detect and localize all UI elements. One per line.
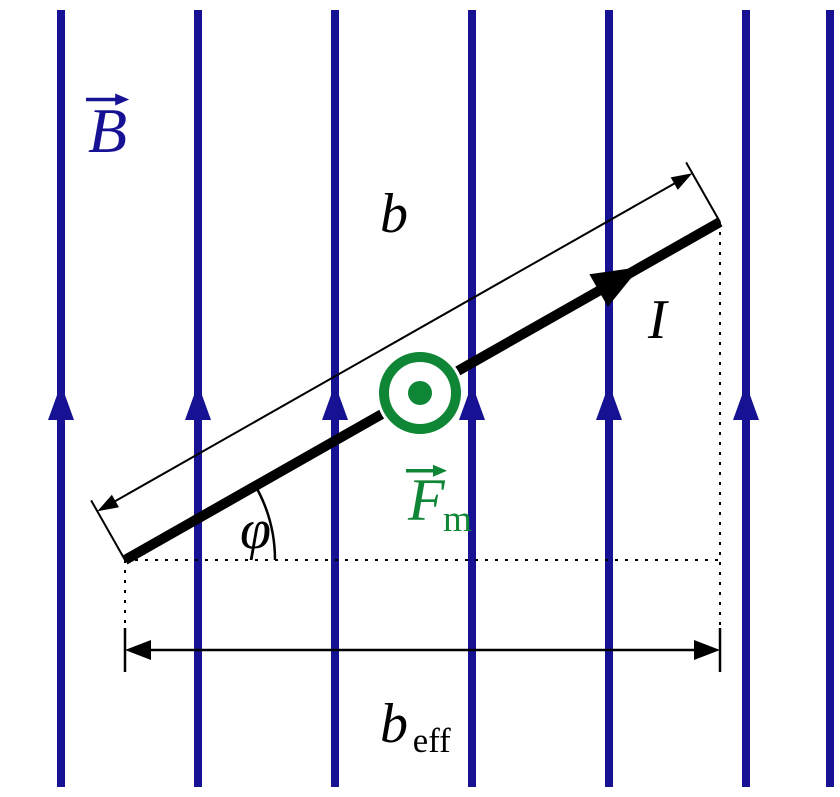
force-symbol-dot <box>408 381 432 405</box>
label-beff-text: b <box>380 693 408 755</box>
label-b-text: b <box>380 183 408 245</box>
label-B-text: B <box>88 95 127 166</box>
label-I: I <box>647 289 669 351</box>
label-B: B <box>86 94 129 166</box>
physics-diagram: BbIφFmbeff <box>0 0 840 797</box>
label-phi: φ <box>240 499 271 561</box>
label-b: b <box>380 183 408 245</box>
label-Fm-text: F <box>407 467 446 533</box>
label-beff-sub: eff <box>413 721 451 760</box>
label-Fm-sub: m <box>443 499 472 540</box>
label-I-text: I <box>647 289 669 351</box>
label-phi-text: φ <box>240 499 271 561</box>
